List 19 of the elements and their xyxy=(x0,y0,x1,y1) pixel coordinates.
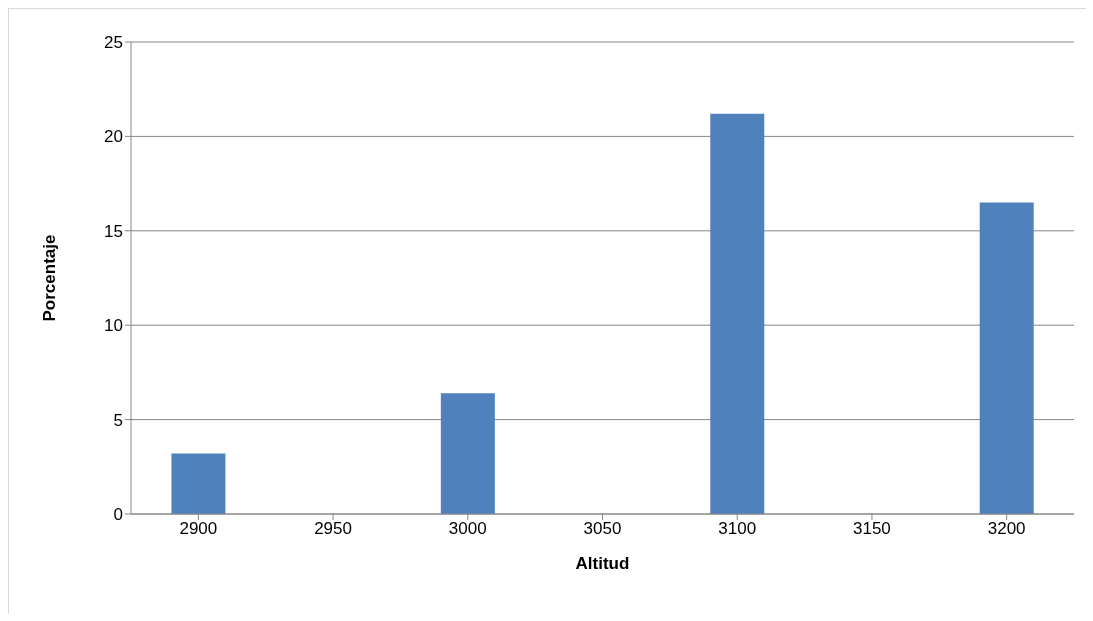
x-tick-label: 2900 xyxy=(179,519,218,539)
y-tick-label: 5 xyxy=(113,410,123,430)
x-tick-label: 3100 xyxy=(718,519,757,539)
y-tick-label: 0 xyxy=(113,505,123,525)
x-tick-label: 3050 xyxy=(583,519,622,539)
x-tick-label: 2950 xyxy=(314,519,352,539)
y-tick-label: 20 xyxy=(104,127,123,147)
y-tick-label: 25 xyxy=(104,33,123,53)
y-tick-label: 15 xyxy=(104,221,123,241)
bar xyxy=(979,202,1034,514)
bar xyxy=(171,453,226,514)
y-tick-label: 10 xyxy=(104,316,123,336)
x-tick-label: 3200 xyxy=(987,519,1026,539)
bar xyxy=(710,113,765,514)
x-tick-label: 3000 xyxy=(448,519,487,539)
bar xyxy=(440,393,495,514)
x-axis-title: Altitud xyxy=(575,554,630,573)
y-axis-title: Porcentaje xyxy=(40,234,60,322)
x-tick-label: 3150 xyxy=(853,519,891,539)
